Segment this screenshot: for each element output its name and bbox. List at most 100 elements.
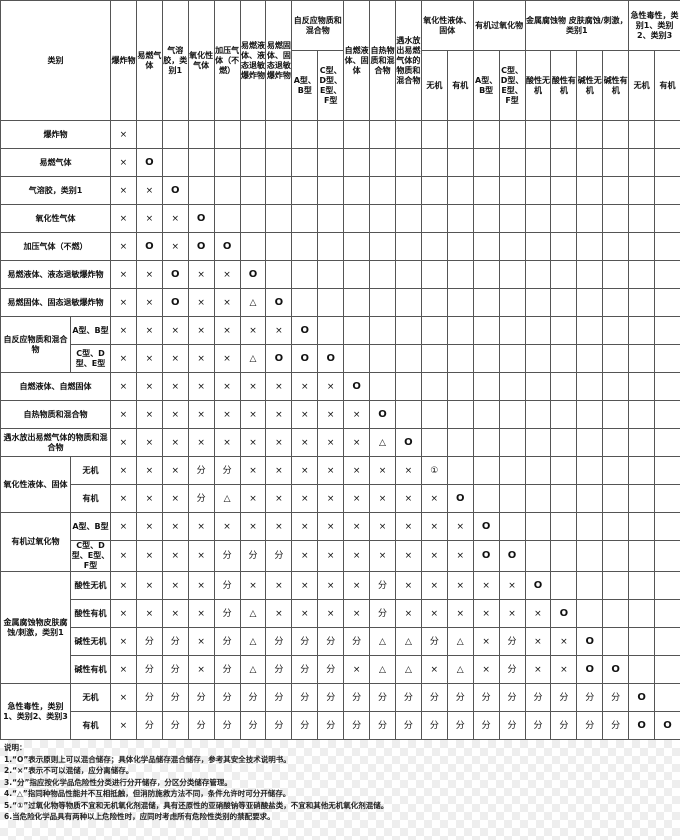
cell-empty [421,261,447,289]
cell: × [136,205,162,233]
cell-empty [655,457,680,485]
cell-empty [655,429,680,457]
cell: 分 [318,656,344,684]
cell: △ [214,485,240,513]
row-sub-label: 酸性有机 [71,600,111,628]
cell-empty [525,457,551,485]
row-sub-label: 无机 [71,457,111,485]
cell: 分 [292,628,318,656]
cell: 分 [499,628,525,656]
cell: × [214,345,240,373]
cell-empty [214,205,240,233]
cell: × [266,485,292,513]
cell-empty [629,485,655,513]
cell-empty [603,628,629,656]
cell-empty [473,485,499,513]
cell: O [370,401,396,429]
row-label: 自热物质和混合物 [1,401,111,429]
cell: × [551,628,577,656]
cell: 分 [214,457,240,485]
cell-empty [499,485,525,513]
cell-empty [318,205,344,233]
cell-empty [629,205,655,233]
note: 2.“×”表示不可以混储，应分离储存。 [4,765,676,777]
cell: × [111,513,137,541]
cell: × [370,485,396,513]
cell-empty [577,177,603,205]
cell-empty [551,205,577,233]
row-sub-label: 有机 [71,485,111,513]
cell-empty [603,572,629,600]
cell-empty [473,345,499,373]
cell: 分 [214,572,240,600]
cell-empty [525,121,551,149]
cell-empty [344,205,370,233]
cell-empty [551,572,577,600]
cell-empty [577,317,603,345]
row: 自热物质和混合物××××××××××O [1,401,680,429]
row-group-label: 金属腐蚀物皮肤腐蚀/刺激，类别1 [1,572,71,684]
cell: × [111,457,137,485]
cell: O [162,289,188,317]
cell: × [136,345,162,373]
row-label: 氧化性气体 [1,205,111,233]
cell-empty [499,177,525,205]
cell-empty [162,149,188,177]
cell-empty [214,177,240,205]
cell-empty [525,485,551,513]
cell-empty [525,373,551,401]
cell-empty [292,289,318,317]
group-header: 氧化性液体、固体 [421,1,473,51]
cell: × [111,429,137,457]
cell-empty [603,177,629,205]
cell: 分 [318,628,344,656]
cell: × [111,628,137,656]
cell: O [447,485,473,513]
row-label: 易燃固体、固态退敏爆炸物 [1,289,111,317]
cell-empty [551,373,577,401]
cell-empty [603,401,629,429]
cell-empty [551,485,577,513]
cell-empty [603,485,629,513]
cell-empty [421,289,447,317]
cell: × [111,289,137,317]
cell-empty [577,373,603,401]
cell: 分 [525,712,551,740]
cell-empty [629,457,655,485]
cell-empty [266,177,292,205]
row-sub-label: 酸性无机 [71,572,111,600]
row: 气溶胶，类别1××O [1,177,680,205]
cell: O [473,513,499,541]
cell: × [266,457,292,485]
cell: 分 [421,712,447,740]
cell: × [292,373,318,401]
cell: O [136,149,162,177]
cell-empty [577,541,603,572]
cell-empty [577,429,603,457]
cell-empty [447,401,473,429]
cell: × [111,373,137,401]
column-header: 易燃液体、液态退敏爆炸物 [240,1,266,121]
cell: O [188,205,214,233]
cell: × [188,541,214,572]
cell: 分 [370,712,396,740]
cell-empty [655,373,680,401]
group-header: 自反应物质和混合物 [292,1,344,51]
cell-empty [292,261,318,289]
cell: × [318,429,344,457]
cell: 分 [551,684,577,712]
cell-empty [551,457,577,485]
cell: × [240,401,266,429]
cell-empty [447,457,473,485]
cell: 分 [136,712,162,740]
cell-empty [525,149,551,177]
cell-empty [655,261,680,289]
sub-header: 无机 [421,51,447,121]
cell: O [395,429,421,457]
cell-empty [344,149,370,177]
cell-empty [240,149,266,177]
cell-empty [266,205,292,233]
